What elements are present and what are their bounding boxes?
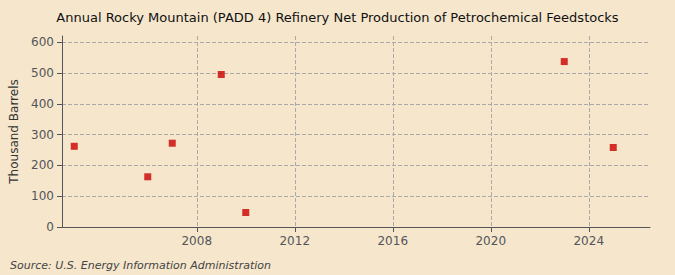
svg-text:100: 100 [31,189,54,203]
svg-text:2012: 2012 [279,234,310,248]
svg-text:300: 300 [31,128,54,142]
svg-text:Source: U.S. Energy Informatio: Source: U.S. Energy Information Administ… [10,259,271,272]
svg-text:2008: 2008 [181,234,212,248]
svg-text:500: 500 [31,66,54,80]
svg-text:Annual Rocky Mountain (PADD 4): Annual Rocky Mountain (PADD 4) Refinery … [56,10,619,25]
svg-text:200: 200 [31,158,54,172]
svg-text:Thousand Barrels: Thousand Barrels [7,79,21,184]
svg-text:2016: 2016 [377,234,408,248]
svg-text:400: 400 [31,97,54,111]
svg-text:600: 600 [31,35,54,49]
svg-text:2020: 2020 [475,234,506,248]
svg-text:2024: 2024 [573,234,604,248]
svg-text:0: 0 [46,220,54,234]
